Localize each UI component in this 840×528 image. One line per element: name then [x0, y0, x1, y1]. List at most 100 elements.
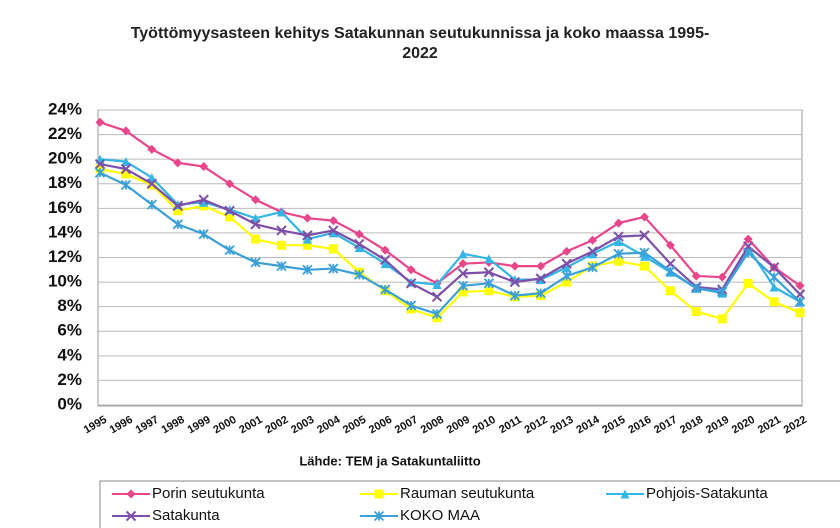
y-tick-label: 2%	[57, 370, 82, 389]
point	[717, 314, 727, 324]
x-tick-label: 2016	[626, 414, 653, 437]
point	[328, 263, 339, 274]
line	[99, 163, 801, 299]
x-tick-label: 2001	[237, 414, 264, 437]
point	[379, 254, 391, 266]
point	[328, 225, 339, 236]
point	[691, 283, 702, 294]
legend-label: Rauman seutukunta	[400, 485, 535, 502]
point	[147, 173, 157, 183]
point	[121, 169, 131, 179]
y-tick-label: 12%	[48, 247, 82, 266]
point	[717, 286, 728, 298]
y-tick-label: 10%	[48, 272, 82, 291]
x-tick-label: 1998	[160, 414, 187, 437]
x-tick-label: 2002	[263, 414, 290, 437]
point	[173, 158, 183, 168]
y-tick-label: 24%	[48, 99, 82, 118]
point	[665, 265, 676, 277]
point	[302, 230, 313, 241]
y-tick-label: 22%	[48, 124, 82, 143]
point	[380, 245, 390, 255]
y-tick-label: 4%	[57, 345, 82, 364]
legend-marker	[620, 489, 630, 499]
point	[614, 237, 624, 247]
point	[483, 278, 495, 289]
x-tick-label: 2013	[548, 414, 575, 437]
point	[251, 213, 261, 223]
x-tick-label: 1999	[185, 414, 212, 437]
x-tick-label: 2012	[522, 414, 549, 437]
point	[588, 249, 598, 259]
point	[587, 246, 598, 257]
x-tick-label: 2018	[678, 414, 705, 437]
y-tick-label: 8%	[57, 296, 82, 315]
point	[588, 235, 598, 245]
point	[431, 291, 443, 303]
point	[794, 289, 806, 300]
legend-marker	[373, 510, 385, 522]
point	[380, 284, 391, 295]
point	[199, 197, 209, 207]
point	[561, 270, 572, 282]
point	[535, 288, 546, 299]
point	[173, 206, 183, 216]
point	[484, 286, 494, 296]
y-tick-label: 6%	[57, 321, 82, 340]
point	[743, 278, 753, 288]
point	[639, 212, 649, 222]
series	[94, 158, 806, 303]
point	[354, 269, 365, 280]
x-tick-label: 2019	[704, 414, 731, 437]
point	[225, 179, 235, 189]
x-tick-label: 2015	[600, 414, 627, 437]
x-tick-label: 2009	[445, 414, 472, 437]
point	[354, 243, 364, 253]
y-tick-label: 18%	[48, 173, 82, 192]
legend-box	[99, 480, 840, 528]
point	[432, 280, 442, 290]
point	[794, 296, 806, 307]
point	[458, 259, 468, 269]
point	[302, 240, 312, 250]
point	[328, 216, 338, 226]
x-tick-label: 2008	[419, 414, 446, 437]
point	[509, 290, 520, 301]
point	[458, 287, 468, 297]
point	[121, 126, 131, 136]
line	[99, 167, 801, 321]
point	[431, 308, 443, 320]
point	[665, 240, 675, 250]
source-note: Lähde: TEM ja Satakuntaliitto	[299, 453, 480, 468]
legend-label: Porin seutukunta	[152, 485, 265, 502]
point	[405, 278, 417, 289]
point	[768, 262, 780, 273]
point	[146, 178, 158, 189]
line	[99, 171, 801, 316]
point	[250, 219, 261, 230]
point	[535, 273, 546, 284]
point	[199, 162, 209, 172]
x-tick-label: 2010	[471, 414, 498, 437]
x-tick-label: 2007	[393, 414, 420, 437]
point	[769, 282, 779, 292]
x-tick-label: 2017	[652, 414, 679, 437]
point	[198, 229, 209, 240]
point	[198, 194, 209, 205]
point	[120, 179, 132, 191]
x-tick-label: 2020	[730, 414, 757, 437]
point	[510, 261, 520, 271]
point	[224, 244, 235, 256]
x-tick-label: 2003	[289, 414, 316, 437]
point	[613, 248, 624, 259]
legend-marker	[125, 510, 137, 522]
x-tick-label: 2004	[315, 413, 343, 436]
point	[562, 246, 572, 256]
y-tick-label: 20%	[48, 149, 82, 168]
point	[561, 258, 572, 269]
point	[302, 213, 312, 223]
legend-label: Satakunta	[152, 507, 220, 524]
point	[614, 218, 624, 228]
point	[795, 281, 805, 291]
